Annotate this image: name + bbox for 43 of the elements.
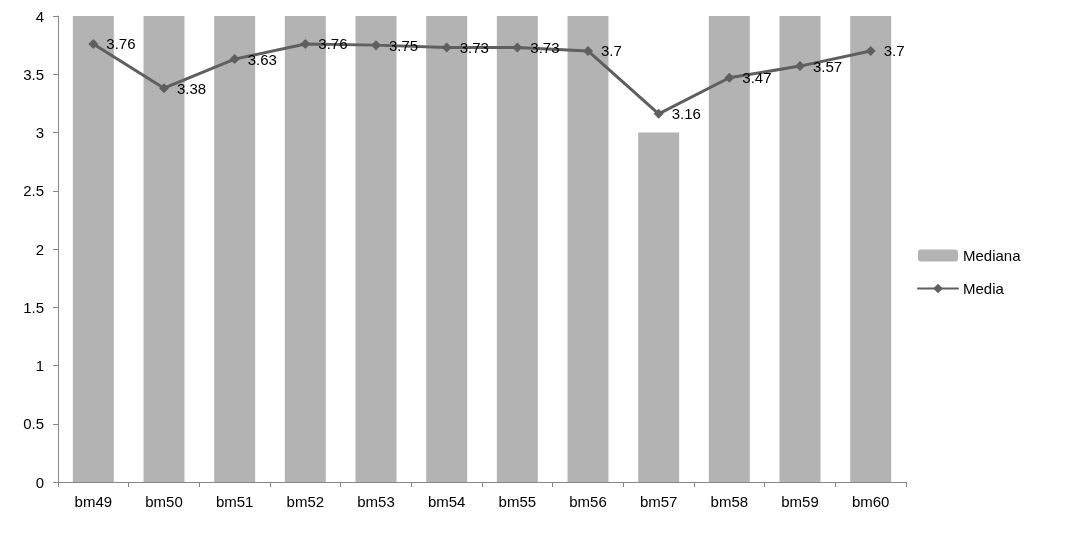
point	[795, 61, 805, 72]
y-tick-label: 3.5	[23, 65, 44, 83]
legend-label: Mediana	[963, 247, 1022, 264]
x-tick-label: bm57	[639, 493, 678, 510]
x-tick-label: bm60	[851, 493, 890, 510]
x-tick-label: bm56	[569, 493, 607, 510]
y-tick-label: 2.5	[23, 182, 44, 200]
data-label: 3.38	[177, 79, 207, 97]
legend-label: Media	[963, 280, 1005, 297]
data-label: 3.73	[530, 38, 560, 56]
data-label: 3.7	[601, 42, 622, 60]
y-tick-label: 4	[35, 7, 44, 25]
data-label: 3.76	[106, 35, 136, 53]
data-label: 3.73	[459, 38, 489, 56]
x-tick-label: bm52	[286, 493, 325, 510]
point	[229, 54, 240, 65]
data-label: 3.63	[247, 50, 277, 68]
data-label: 3.57	[813, 57, 843, 75]
y-tick-label: 0.5	[23, 415, 44, 433]
x-tick-label: bm50	[145, 493, 183, 510]
data-label: 3.16	[671, 105, 701, 123]
point	[653, 108, 664, 119]
y-tick-label: 2	[35, 240, 44, 258]
y-tick-label: 1.5	[23, 298, 44, 316]
y-tick-label: 0	[35, 473, 44, 491]
point	[724, 72, 735, 83]
data-label: 3.7	[883, 42, 905, 60]
x-tick-label: bm54	[427, 493, 466, 510]
point	[371, 40, 381, 51]
point	[865, 45, 876, 56]
y-tick-label: 1	[35, 357, 44, 374]
x-tick-label: bm58	[710, 493, 749, 510]
point	[583, 45, 593, 56]
x-tick-label: bm55	[498, 493, 537, 510]
point	[159, 83, 169, 94]
y-tick-label: 3	[35, 124, 44, 141]
x-tick-label: bm59	[781, 493, 819, 510]
data-label: 3.47	[742, 69, 772, 87]
x-tick-label: bm51	[215, 493, 254, 510]
data-label: 3.75	[389, 36, 419, 54]
x-tick-label: bm53	[357, 493, 395, 510]
x-tick-label: bm49	[74, 493, 113, 510]
point	[88, 38, 99, 49]
